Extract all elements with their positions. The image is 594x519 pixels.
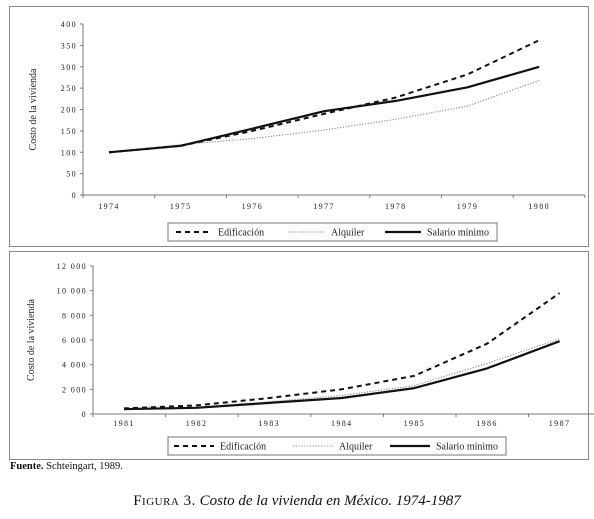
x-tick-label: 1976	[242, 202, 264, 211]
y-tick-label: 0	[72, 191, 77, 200]
y-tick-label: 10 000	[57, 287, 87, 296]
data-point-alquiler	[323, 129, 325, 131]
y-tick-label: 6 000	[62, 336, 87, 345]
x-tick-label: 1981	[113, 419, 135, 428]
data-point-salario-m-nimo	[108, 151, 110, 153]
source-label: Fuente.	[10, 461, 44, 472]
data-point-salario-m-nimo	[268, 402, 270, 404]
data-point-alquiler	[341, 395, 343, 397]
legend-label: Salario mínimo	[436, 442, 498, 453]
x-tick-label: 1983	[258, 419, 280, 428]
data-point-alquiler	[414, 385, 416, 387]
legend-label: Salario mínimo	[427, 228, 489, 239]
y-tick-label: 400	[61, 20, 77, 29]
data-point-salario-m-nimo	[414, 387, 416, 389]
x-tick-label: 1980	[528, 202, 550, 211]
x-tick-label: 1975	[170, 202, 192, 211]
data-point-salario-m-nimo	[559, 340, 561, 342]
y-tick-label: 350	[61, 41, 77, 50]
data-point-edificaci-n	[268, 397, 270, 399]
legend-label: Edificación	[218, 228, 264, 239]
x-tick-label: 1979	[457, 202, 479, 211]
y-tick-label: 12 000	[57, 262, 87, 271]
x-tick-label: 1984	[331, 419, 353, 428]
series-line-edificaci-n	[108, 39, 540, 154]
y-tick-label: 150	[61, 127, 77, 136]
line-chart-1974-1980: 0 50 100 150 200 250 300 350 400 1974 1975 1976 1977…	[28, 20, 586, 242]
source-note: Fuente. Schteingart, 1989.	[10, 461, 123, 472]
data-point-salario-m-nimo	[467, 86, 469, 88]
y-tick-label: 200	[61, 106, 77, 115]
y-tick-label: 250	[61, 84, 77, 93]
data-point-edificaci-n	[414, 375, 416, 377]
y-tick-label: 100	[61, 148, 77, 157]
data-point-alquiler	[559, 338, 561, 340]
data-point-edificaci-n	[486, 343, 488, 345]
y-tick-label: 300	[61, 63, 77, 72]
data-point-salario-m-nimo	[538, 66, 540, 68]
data-point-edificaci-n	[559, 292, 561, 294]
legend-label: Alquiler	[331, 228, 365, 239]
x-tick-label: 1977	[313, 202, 335, 211]
data-point-edificaci-n	[252, 130, 254, 132]
data-point-alquiler	[395, 118, 397, 120]
data-point-salario-m-nimo	[486, 367, 488, 369]
x-tick-label: 1978	[385, 202, 407, 211]
figure-caption: Figura 3. Costo de la vivienda en México…	[0, 493, 594, 510]
legend-label: Alquiler	[339, 442, 373, 453]
series-line-edificaci-n	[123, 292, 561, 410]
series-line-salario-m-nimo	[123, 340, 560, 411]
legend-box	[167, 436, 507, 456]
y-tick-label: 50	[66, 170, 77, 179]
data-point-edificaci-n	[196, 404, 198, 406]
y-tick-label: 8 000	[62, 311, 87, 320]
data-point-alquiler	[252, 138, 254, 140]
series-line-alquiler	[123, 338, 560, 410]
source-text: Schteingart, 1989.	[46, 461, 123, 472]
legend-label: Edificación	[220, 442, 266, 453]
data-point-salario-m-nimo	[395, 100, 397, 102]
line-chart-1981-1987: 0 2 000 4 000 6 000 8 000 10 000 12 000 1981 198…	[26, 262, 594, 456]
y-axis-title: Costo de la vivienda	[26, 298, 37, 380]
data-point-salario-m-nimo	[123, 408, 125, 410]
data-point-alquiler	[467, 105, 469, 107]
data-point-edificaci-n	[323, 113, 325, 115]
y-tick-label: 0	[82, 410, 87, 419]
data-point-edificaci-n	[341, 388, 343, 390]
data-point-salario-m-nimo	[341, 397, 343, 399]
legend-box	[167, 222, 498, 242]
data-point-salario-m-nimo	[252, 128, 254, 130]
data-point-alquiler	[538, 80, 540, 82]
chart-panel-1981-1987: 0 2 000 4 000 6 000 8 000 10 000 12 000 1981 198…	[9, 251, 594, 460]
y-axis-title: Costo de la vivienda	[28, 68, 39, 150]
y-tick-label: 4 000	[62, 361, 87, 370]
data-point-edificaci-n	[395, 97, 397, 99]
series-line-salario-m-nimo	[108, 65, 540, 154]
x-tick-label: 1987	[549, 419, 571, 428]
series-line-alquiler	[108, 79, 540, 153]
data-point-alquiler	[486, 363, 488, 365]
x-tick-label: 1974	[98, 202, 120, 211]
figure-number: Figura 3.	[133, 493, 196, 509]
x-tick-label: 1982	[186, 419, 208, 428]
data-point-edificaci-n	[538, 39, 540, 41]
x-tick-label: 1986	[476, 419, 498, 428]
data-point-salario-m-nimo	[196, 407, 198, 409]
data-point-salario-m-nimo	[180, 145, 182, 147]
chart-panel-1974-1980: 0 50 100 150 200 250 300 350 400 1974 1975 1976 1977…	[9, 6, 589, 247]
figure-title: Costo de la vivienda en México. 1974-198…	[199, 493, 461, 509]
data-point-edificaci-n	[467, 74, 469, 76]
y-tick-label: 2 000	[62, 385, 87, 394]
data-point-salario-m-nimo	[323, 110, 325, 112]
x-tick-label: 1985	[404, 419, 426, 428]
